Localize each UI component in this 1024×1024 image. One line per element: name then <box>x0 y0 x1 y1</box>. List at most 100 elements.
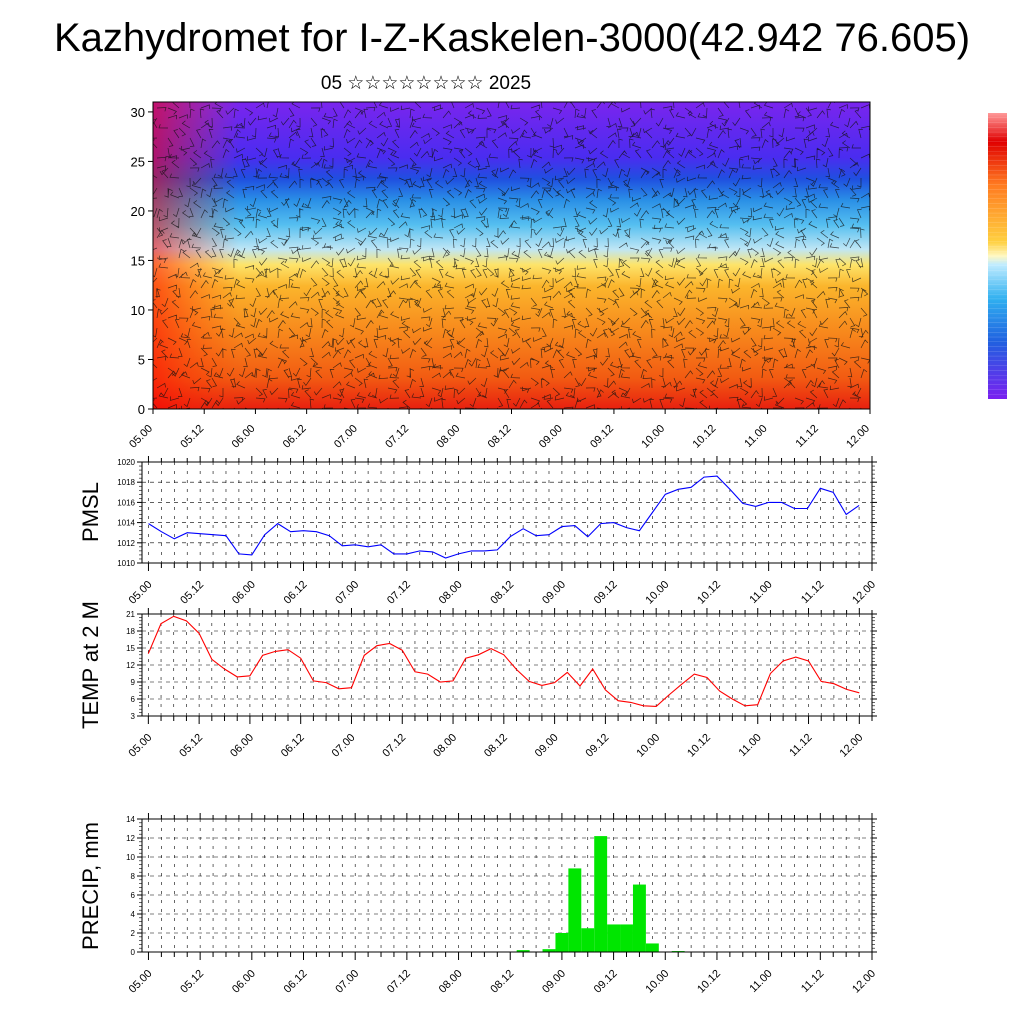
pmsl-y-tick-label: 1014 <box>117 519 135 528</box>
precip-y-tick-label: 14 <box>126 815 135 824</box>
pmsl-x-tick-label: 09.00 <box>540 579 568 607</box>
precip-x-tick-label: 10.12 <box>695 968 723 996</box>
pmsl-x-tick-label: 10.00 <box>643 579 671 607</box>
cross-section-y-tick-label: 20 <box>131 204 145 219</box>
precip-bar <box>516 950 530 952</box>
precip-x-tick-label: 05.12 <box>178 968 206 996</box>
precip-bar <box>581 928 595 952</box>
precip-bar <box>607 924 621 952</box>
cross-section-y-tick-label: 5 <box>138 352 145 367</box>
cross-section-y-tick-label: 25 <box>131 154 145 169</box>
cross-section-x-tick-label: 07.12 <box>383 423 411 451</box>
precip-bar <box>555 933 569 952</box>
precip-x-tick-label: 08.12 <box>488 968 516 996</box>
cross-section-x-tick-label: 09.12 <box>588 423 616 451</box>
cross-section-x-tick-label: 09.00 <box>537 423 565 451</box>
temp-x-tick-label: 08.00 <box>431 732 459 760</box>
temp-x-tick-label: 10.12 <box>685 732 713 760</box>
precip-y-tick-label: 12 <box>126 834 135 843</box>
temp-x-tick-label: 06.00 <box>228 732 256 760</box>
pmsl-series-line <box>148 475 860 559</box>
temp-y-tick-label: 3 <box>131 712 136 721</box>
cross-section-y-tick-label: 30 <box>131 105 145 120</box>
pmsl-x-tick-label: 07.00 <box>333 579 361 607</box>
pmsl-x-tick-label: 10.12 <box>695 579 723 607</box>
temp-y-tick-label: 6 <box>131 695 136 704</box>
temp-x-tick-label: 11.00 <box>736 732 763 759</box>
cross-section-x-tick-label: 10.12 <box>691 423 719 451</box>
chart-title: Kazhydromet for I-Z-Kaskelen-3000(42.942… <box>53 16 971 60</box>
precip-bar <box>620 924 633 952</box>
precip-x-tick-label: 07.00 <box>333 968 361 996</box>
temp-y-tick-label: 21 <box>126 610 135 619</box>
temp-background <box>142 614 872 716</box>
temp-x-tick-label: 09.12 <box>584 732 612 760</box>
temp-series-line <box>147 615 860 707</box>
precip-bar <box>542 949 556 952</box>
cross-section-x-tick-label: 12.00 <box>844 423 872 451</box>
precip-x-tick-label: 05.00 <box>127 968 155 996</box>
temp-x-tick-label: 07.12 <box>380 732 408 760</box>
temp-x-tick-label: 06.12 <box>279 732 307 760</box>
pmsl-y-tick-label: 1020 <box>117 458 135 467</box>
precip-x-tick-label: 07.12 <box>385 968 413 996</box>
precip-y-tick-label: 10 <box>126 853 135 862</box>
precip-x-tick-label: 06.12 <box>282 968 310 996</box>
temp-x-tick-label: 12.00 <box>837 732 865 760</box>
precip-x-tick-label: 10.00 <box>643 968 671 996</box>
temp-y-tick-label: 9 <box>131 678 136 687</box>
pmsl-x-tick-label: 12.00 <box>850 579 878 607</box>
cross-section-x-tick-label: 07.00 <box>332 423 360 451</box>
temp-x-tick-label: 09.00 <box>533 732 561 760</box>
pmsl-y-tick-label: 1012 <box>117 539 135 548</box>
temp-x-tick-label: 07.00 <box>330 732 358 760</box>
pmsl-x-tick-label: 08.00 <box>437 579 465 607</box>
precip-x-tick-label: 09.12 <box>592 968 620 996</box>
pmsl-x-tick-label: 08.12 <box>488 579 516 607</box>
temp-x-tick-label: 05.12 <box>177 732 205 760</box>
pmsl-x-tick-label: 11.12 <box>799 579 826 606</box>
pmsl-x-tick-label: 05.00 <box>127 579 155 607</box>
cross-section-x-tick-label: 11.12 <box>794 423 821 450</box>
cross-section-x-tick-label: 06.00 <box>230 423 258 451</box>
temp-x-tick-label: 08.12 <box>482 732 510 760</box>
cross-section-x-tick-label: 05.12 <box>178 423 206 451</box>
precip-bar <box>632 884 646 952</box>
precip-bar <box>594 836 608 952</box>
temp-y-tick-label: 18 <box>126 627 135 636</box>
wind-barbs <box>153 102 870 409</box>
temp-y-tick-label: 12 <box>126 661 135 670</box>
pmsl-frame <box>141 461 873 564</box>
pmsl-y-tick-label: 1018 <box>117 478 135 487</box>
pmsl-y-tick-label: 1010 <box>117 559 135 568</box>
cross-section-x-tick-label: 08.00 <box>434 423 462 451</box>
cross-section-y-tick-label: 10 <box>131 303 145 318</box>
temp-y-axis-label: TEMP at 2 M <box>78 601 103 729</box>
temp-x-tick-label: 11.12 <box>787 732 814 759</box>
precip-frame <box>141 818 873 953</box>
precip-y-tick-label: 4 <box>131 910 136 919</box>
temp-x-tick-label: 05.00 <box>127 732 155 760</box>
precip-bar <box>645 943 659 952</box>
temp-y-tick-label: 15 <box>126 644 135 653</box>
precip-y-tick-label: 6 <box>131 891 136 900</box>
pmsl-background <box>142 462 872 563</box>
precip-x-tick-label: 06.00 <box>230 968 258 996</box>
precip-x-tick-label: 12.00 <box>850 968 878 996</box>
cross-section-warm-shade <box>153 102 870 409</box>
precip-x-tick-label: 11.00 <box>747 968 774 995</box>
pmsl-x-tick-label: 06.00 <box>230 579 258 607</box>
pmsl-x-tick-label: 07.12 <box>385 579 413 607</box>
cross-section-x-tick-label: 11.00 <box>742 423 769 450</box>
pmsl-y-axis-label: PMSL <box>78 482 103 542</box>
pmsl-x-tick-label: 11.00 <box>747 579 774 606</box>
precip-x-tick-label: 11.12 <box>799 968 826 995</box>
cross-section-x-tick-label: 08.12 <box>486 423 514 451</box>
temp-x-tick-label: 10.00 <box>634 732 662 760</box>
cross-section-y-tick-label: 0 <box>138 402 145 417</box>
precip-y-tick-label: 2 <box>131 929 136 938</box>
precip-y-tick-label: 0 <box>131 948 136 957</box>
precip-y-tick-label: 8 <box>131 872 136 881</box>
precip-y-axis-label: PRECIP, mm <box>78 822 103 950</box>
